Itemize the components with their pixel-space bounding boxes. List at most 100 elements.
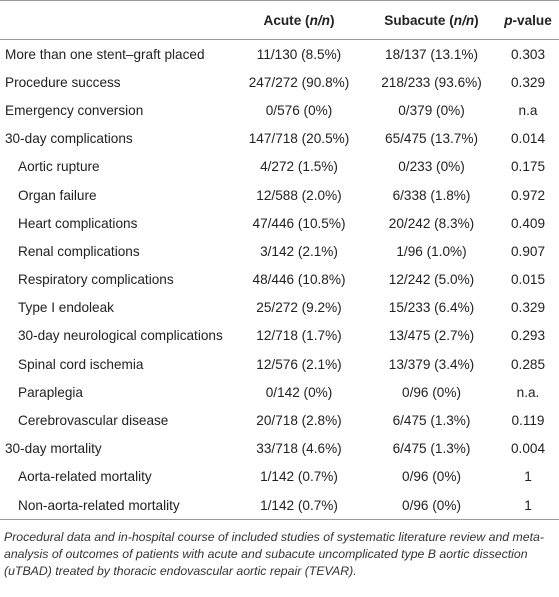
sub-row: Respiratory complications 48/446 (10.8%) 1… [0,266,559,294]
cell: 3/142 (2.1%) [260,243,338,259]
row-label: Non-aorta-related mortality [0,491,232,521]
header-row: Acute (n/n) Subacute (n/n) p-value [0,0,559,40]
row-label: Organ failure [18,187,97,203]
cell: 1 [524,469,532,485]
cell: 0.409 [510,215,546,231]
sub-row: Spinal cord ischemia 12/576 (2.1%) 13/379 … [0,350,559,378]
cell: 247/272 (90.8%) [248,74,350,90]
row-label: Aorta-related mortality [18,469,152,485]
row: Procedure success 247/272 (90.8%) 218/233 … [0,68,559,96]
cell: 0/96 (0%) [402,384,461,400]
sub-row: Aorta-related mortality 1/142 (0.7%) 0/96 … [0,463,559,491]
header-text: ) [474,12,479,28]
caption: Procedural data and in-hospital course o… [4,530,544,579]
cell: 0/96 (0%) [366,491,497,521]
cell: 0/576 (0%) [265,102,333,118]
header-cell: Subacute (n/n) [366,0,497,40]
row-label: Renal complications [18,243,140,259]
row-label: Aortic rupture [18,159,100,175]
header-cell [0,0,232,40]
cell: 0.175 [510,159,546,175]
row-label: Cerebrovascular disease [18,413,169,429]
row: More than one stent–graft placed 11/130 (… [0,40,559,69]
cell: 12/588 (2.0%) [256,187,342,203]
cell: 18/137 (13.1%) [385,46,478,62]
row: Emergency conversion 0/576 (0%) 0/379 (0%)… [0,96,559,124]
cell: 0.329 [510,74,546,90]
cell: 0.293 [510,328,546,344]
table-body: More than one stent–graft placed 11/130 (… [0,40,559,521]
header-text: -value [512,12,552,28]
cell: 1/142 (0.7%) [232,491,366,521]
cell: 12/242 (5.0%) [388,272,475,288]
row-label: Emergency conversion [5,102,144,118]
cell: 1/96 (1.0%) [396,243,467,259]
cell: 0.004 [510,441,546,457]
row-label: 30-day neurological complications [18,328,223,344]
cell: 4/272 (1.5%) [260,159,338,175]
cell: 0.285 [510,356,546,372]
cell: n.a [518,102,538,118]
cell: 20/242 (8.3%) [388,215,475,231]
cell: 218/233 (93.6%) [381,74,482,90]
sub-row: Aortic rupture 4/272 (1.5%) 0/233 (0%) 0.17… [0,153,559,181]
header-italic: n/n [309,12,330,28]
cell: 0.014 [510,131,546,147]
cell: 0.329 [510,300,546,316]
sub-row: 30-day neurological complications 12/718 … [0,322,559,350]
cell: 1/142 (0.7%) [260,469,338,485]
sub-row: Type I endoleak 25/272 (9.2%) 15/233 (6.4%… [0,294,559,322]
header-text: Acute ( [263,12,310,28]
cell: 25/272 (9.2%) [256,300,342,316]
data-table: Acute (n/n) Subacute (n/n) p-value More th… [0,0,559,521]
sub-row: Paraplegia 0/142 (0%) 0/96 (0%) n.a. [0,378,559,406]
row: 30-day complications 147/718 (20.5%) 65/47… [0,125,559,153]
cell: 0.907 [510,243,546,259]
header-text: Subacute ( [384,12,454,28]
row-label: Procedure success [5,74,121,90]
cell: 47/446 (10.5%) [252,215,346,231]
sub-row: Organ failure 12/588 (2.0%) 6/338 (1.8%) 0.… [0,181,559,209]
cell: 6/475 (1.3%) [392,441,471,457]
cell: 48/446 (10.8%) [252,272,346,288]
header-text: ) [329,12,335,28]
row-label: Respiratory complications [18,272,174,288]
cell: 0.015 [510,272,546,288]
row-label: Type I endoleak [18,300,114,316]
row-label: More than one stent–graft placed [5,46,205,62]
sub-row: Heart complications 47/446 (10.5%) 20/242 … [0,209,559,237]
cell: n.a. [516,384,540,400]
cell: 65/475 (13.7%) [385,131,478,147]
header-italic: n/n [453,12,475,28]
cell: 1 [497,491,559,521]
row-label: Heart complications [18,215,138,231]
cell: 15/233 (6.4%) [388,300,475,316]
sub-row: Cerebrovascular disease 20/718 (2.8%) 6/47… [0,406,559,434]
header-cell: p-value [497,0,559,40]
cell: 12/718 (1.7%) [256,328,342,344]
cell: 6/475 (1.3%) [392,413,471,429]
header-italic: p [504,12,513,28]
cell: 6/338 (1.8%) [392,187,471,203]
cell: 0.303 [510,46,546,62]
sub-row: Renal complications 3/142 (2.1%) 1/96 (1.0… [0,237,559,265]
cell: 13/379 (3.4%) [388,356,475,372]
cell: 0.972 [510,187,546,203]
header-cell: Acute (n/n) [232,0,366,40]
cell: 13/475 (2.7%) [388,328,475,344]
sub-row: Non-aorta-related mortality 1/142 (0.7%) 0… [0,491,559,521]
cell: 20/718 (2.8%) [256,413,342,429]
cell: 0.119 [511,413,545,429]
row: 30-day mortality 33/718 (4.6%) 6/475 (1.3%… [0,435,559,463]
cell: 147/718 (20.5%) [248,131,350,147]
row-label: 30-day complications [5,131,133,147]
cell: 0/142 (0%) [265,384,333,400]
row-label: 30-day mortality [5,441,102,457]
cell: 33/718 (4.6%) [256,441,342,457]
cell: 11/130 (8.5%) [256,46,342,62]
cell: 0/96 (0%) [402,469,461,485]
row-label: Paraplegia [18,384,83,400]
cell: 12/576 (2.1%) [256,356,342,372]
row-label: Spinal cord ischemia [18,356,144,372]
